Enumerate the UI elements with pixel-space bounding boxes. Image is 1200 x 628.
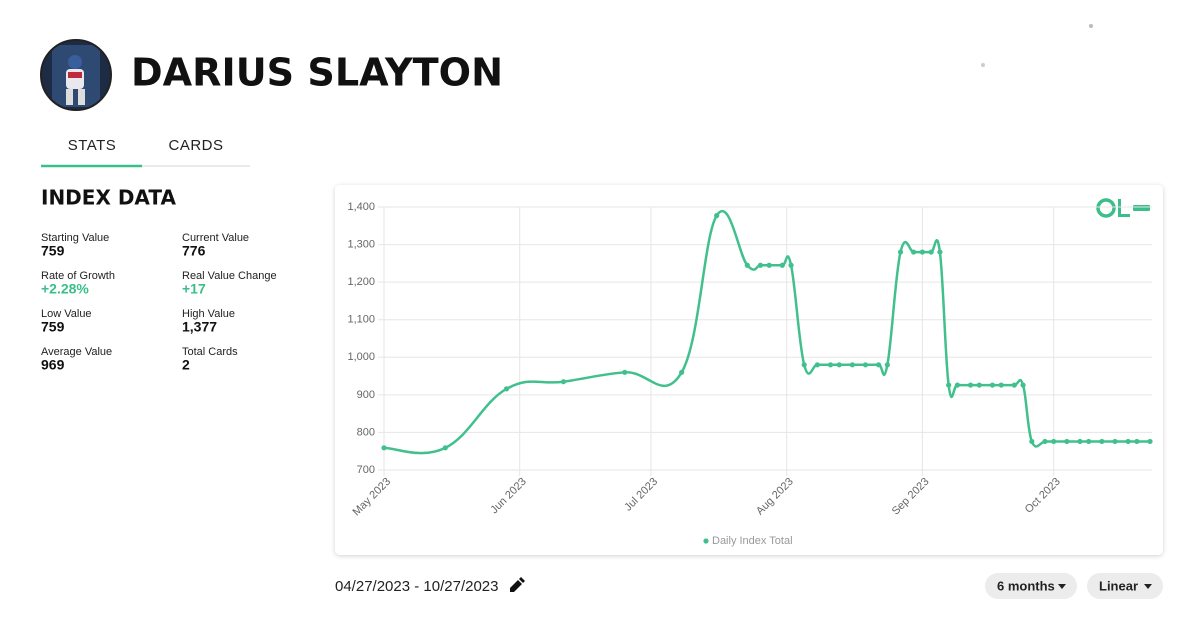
data-point [884, 362, 890, 368]
data-point [814, 362, 820, 368]
edit-icon[interactable] [510, 577, 525, 592]
y-tick-label: 700 [357, 464, 375, 476]
stat-value: +17 [182, 281, 206, 297]
stat-label: Total Cards [182, 346, 238, 358]
data-point [503, 386, 510, 392]
button-label[interactable]: 6 months [997, 578, 1055, 593]
data-point [1011, 382, 1017, 388]
data-point [967, 382, 974, 388]
section-title: INDEX DATA [41, 186, 176, 210]
stat-label: Low Value [41, 308, 92, 320]
data-point [1147, 438, 1153, 445]
tab[interactable]: CARDS [168, 137, 223, 154]
date-range: 04/27/2023 - 10/27/2023 [335, 578, 498, 595]
stat-value: 776 [182, 243, 206, 259]
data-point [801, 362, 807, 368]
data-point [1042, 438, 1048, 445]
data-point [788, 262, 794, 268]
tab[interactable]: STATS [68, 137, 117, 154]
button-bg[interactable] [985, 573, 1077, 599]
y-tick-label: 1,000 [347, 351, 375, 363]
data-point [1125, 438, 1131, 445]
stat-label: High Value [182, 308, 235, 320]
data-point [954, 382, 961, 388]
legend-label: Daily Index Total [712, 535, 793, 547]
avatar-ring [40, 39, 112, 111]
stat-label: Current Value [182, 232, 249, 244]
decor-dot [981, 63, 985, 67]
data-point [989, 382, 996, 388]
y-tick-label: 1,300 [347, 238, 375, 250]
stat-value: +2.28% [41, 281, 89, 297]
data-point [714, 213, 720, 219]
stat-value: 759 [41, 243, 65, 259]
y-tick-label: 900 [357, 389, 375, 401]
stat-label: Starting Value [41, 232, 109, 244]
caret [1144, 584, 1152, 589]
stat-value: 969 [41, 357, 65, 373]
legend-swatch [703, 538, 709, 544]
y-tick-label: 1,100 [347, 314, 375, 326]
data-point [679, 369, 685, 375]
scale-button[interactable]: Linear [1087, 573, 1163, 599]
stat-value: 1,377 [182, 319, 217, 335]
data-point [876, 362, 882, 368]
data-point [381, 445, 387, 451]
data-point [836, 362, 842, 368]
data-point [442, 445, 448, 451]
data-point [1020, 382, 1026, 388]
data-point [766, 262, 772, 268]
stat-value: 759 [41, 319, 65, 335]
avatar [41, 40, 111, 110]
data-point [744, 262, 750, 268]
data-point [998, 382, 1004, 388]
data-point [1099, 438, 1105, 445]
data-point [928, 249, 934, 255]
data-point [757, 262, 764, 268]
data-point [622, 369, 628, 375]
stat-label: Average Value [41, 346, 112, 358]
data-point [849, 362, 855, 368]
decor-dot [1089, 24, 1093, 28]
y-tick-label: 1,200 [347, 276, 375, 288]
data-point [919, 249, 925, 255]
data-point [911, 249, 917, 255]
caret [1058, 584, 1066, 589]
data-point [946, 382, 952, 388]
stat-value: 2 [182, 357, 190, 373]
data-point [779, 262, 785, 268]
data-point [1086, 438, 1092, 445]
data-point [937, 249, 943, 255]
data-point [1134, 438, 1140, 445]
data-point [1064, 438, 1070, 445]
chart-card [335, 185, 1163, 555]
data-point [560, 379, 567, 385]
button-label[interactable]: Linear [1099, 578, 1138, 593]
data-point [1112, 438, 1118, 445]
data-point [897, 249, 904, 255]
data-point [862, 362, 869, 368]
data-point [1029, 438, 1035, 445]
data-point [1077, 438, 1083, 445]
stat-label: Real Value Change [182, 270, 277, 282]
series-line [383, 210, 1150, 455]
stat-label: Rate of Growth [41, 270, 115, 282]
button-bg[interactable] [1087, 573, 1163, 599]
y-tick-label: 1,400 [347, 201, 375, 213]
data-point [976, 382, 982, 388]
data-point [827, 362, 834, 368]
data-point [1051, 438, 1057, 445]
y-tick-label: 800 [357, 426, 375, 438]
player-name: DARIUS SLAYTON [131, 51, 503, 95]
period-button[interactable]: 6 months [985, 573, 1077, 599]
